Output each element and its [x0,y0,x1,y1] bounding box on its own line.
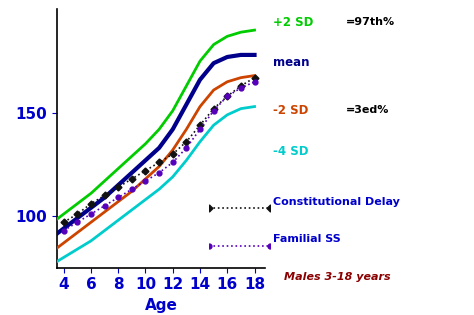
Text: -4 SD: -4 SD [273,145,308,158]
Text: =3ed%: =3ed% [346,105,390,115]
Text: Familial SS: Familial SS [273,234,340,244]
X-axis label: Age: Age [145,298,178,313]
Text: Constitutional Delay: Constitutional Delay [273,197,400,207]
Text: mean: mean [273,56,309,70]
Text: =97th%: =97th% [346,17,395,27]
Text: +2 SD: +2 SD [273,15,313,29]
Text: -2 SD: -2 SD [273,104,308,117]
Text: Males 3-18 years: Males 3-18 years [284,272,391,282]
